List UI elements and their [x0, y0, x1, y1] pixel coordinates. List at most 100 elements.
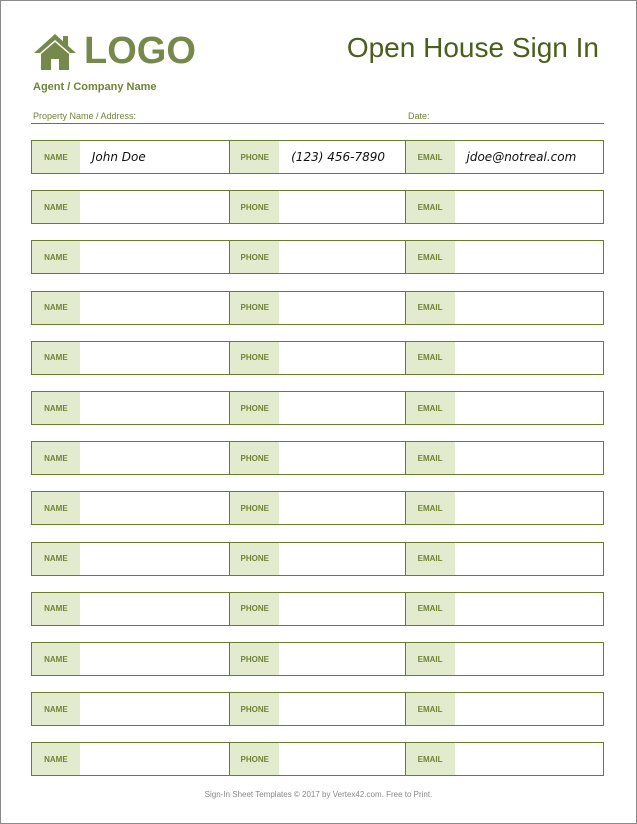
name-label: NAME [32, 592, 80, 625]
name-field[interactable] [79, 542, 230, 575]
email-label: EMAIL [404, 442, 455, 475]
sign-in-row: NAME PHONE EMAIL [31, 340, 604, 375]
email-label: EMAIL [404, 592, 455, 625]
name-field[interactable] [79, 592, 230, 625]
sign-in-row: NAME PHONE EMAIL [31, 541, 604, 576]
name-field[interactable] [79, 392, 230, 424]
email-label: EMAIL [404, 542, 455, 575]
sign-in-row: NAME PHONE EMAIL [31, 391, 604, 425]
email-field[interactable] [454, 392, 603, 424]
sign-in-row: NAME PHONE EMAIL [31, 591, 604, 626]
phone-label: PHONE [229, 592, 280, 625]
name-field[interactable] [79, 291, 230, 324]
sign-in-row: NAME John Doe PHONE (123) 456-7890 EMAIL jdoe… [31, 140, 604, 174]
email-field[interactable] [454, 442, 603, 475]
sign-in-row: NAME PHONE EMAIL [31, 240, 604, 275]
phone-field[interactable] [279, 542, 405, 575]
email-field[interactable] [454, 693, 603, 726]
email-label: EMAIL [404, 291, 455, 324]
email-label: EMAIL [404, 643, 455, 675]
phone-label: PHONE [229, 743, 280, 776]
name-label: NAME [32, 191, 80, 224]
email-label: EMAIL [404, 341, 455, 374]
phone-field[interactable] [279, 442, 405, 475]
name-field[interactable] [79, 442, 230, 475]
phone-label: PHONE [229, 542, 280, 575]
email-field[interactable] [454, 191, 603, 224]
email-field[interactable] [454, 592, 603, 625]
phone-field[interactable] [279, 693, 405, 726]
email-label: EMAIL [404, 392, 455, 424]
phone-field[interactable]: (123) 456-7890 [279, 141, 405, 173]
email-label: EMAIL [404, 141, 455, 173]
name-field[interactable] [79, 743, 230, 776]
phone-field[interactable] [279, 392, 405, 424]
email-label: EMAIL [404, 743, 455, 776]
phone-field[interactable] [279, 241, 405, 274]
footer: Sign-In Sheet Templates © 2017 by Vertex… [204, 790, 433, 799]
email-field[interactable] [454, 643, 603, 675]
name-field[interactable] [79, 492, 230, 525]
name-label: NAME [32, 693, 80, 726]
email-field[interactable] [454, 341, 603, 374]
phone-field[interactable] [279, 291, 405, 324]
email-field[interactable] [454, 291, 603, 324]
phone-label: PHONE [229, 191, 280, 224]
name-label: NAME [32, 643, 80, 675]
header-divider [31, 123, 604, 124]
name-field[interactable]: John Doe [79, 141, 230, 173]
email-label: EMAIL [404, 492, 455, 525]
logo: LOGO [32, 30, 196, 73]
name-field[interactable] [79, 191, 230, 224]
phone-field[interactable] [279, 743, 405, 776]
name-label: NAME [32, 241, 80, 274]
phone-field[interactable] [279, 643, 405, 675]
email-field[interactable] [454, 492, 603, 525]
sign-in-row: NAME PHONE EMAIL [31, 190, 604, 225]
name-field[interactable] [79, 241, 230, 274]
house-icon [34, 33, 76, 70]
sign-in-row: NAME PHONE EMAIL [31, 692, 604, 727]
phone-field[interactable] [279, 341, 405, 374]
phone-label: PHONE [229, 693, 280, 726]
agent-company-name: Agent / Company Name [33, 81, 157, 93]
date-label: Date: [408, 111, 430, 121]
phone-label: PHONE [229, 392, 280, 424]
phone-field[interactable] [279, 191, 405, 224]
email-label: EMAIL [404, 241, 455, 274]
phone-field[interactable] [279, 592, 405, 625]
phone-label: PHONE [229, 341, 280, 374]
logo-text: LOGO [84, 30, 196, 72]
name-field[interactable] [79, 643, 230, 675]
name-label: NAME [32, 442, 80, 475]
name-label: NAME [32, 392, 80, 424]
email-field[interactable]: jdoe@notreal.com [454, 141, 603, 173]
name-field[interactable] [79, 341, 230, 374]
name-label: NAME [32, 492, 80, 525]
sign-in-row: NAME PHONE EMAIL [31, 290, 604, 325]
name-label: NAME [32, 141, 80, 173]
name-label: NAME [32, 542, 80, 575]
name-label: NAME [32, 743, 80, 776]
email-label: EMAIL [404, 191, 455, 224]
phone-label: PHONE [229, 141, 280, 173]
page-title: Open House Sign In [346, 32, 599, 63]
phone-label: PHONE [229, 643, 280, 675]
name-label: NAME [32, 291, 80, 324]
name-field[interactable] [79, 693, 230, 726]
email-field[interactable] [454, 743, 603, 776]
sign-in-row: NAME PHONE EMAIL [31, 491, 604, 526]
phone-field[interactable] [279, 492, 405, 525]
name-label: NAME [32, 341, 80, 374]
email-field[interactable] [454, 542, 603, 575]
property-label: Property Name / Address: [33, 111, 137, 121]
sign-in-row: NAME PHONE EMAIL [31, 642, 604, 676]
sign-in-row: NAME PHONE EMAIL [31, 441, 604, 476]
email-label: EMAIL [404, 693, 455, 726]
phone-label: PHONE [229, 241, 280, 274]
phone-label: PHONE [229, 442, 280, 475]
phone-label: PHONE [229, 291, 280, 324]
email-field[interactable] [454, 241, 603, 274]
sign-in-row: NAME PHONE EMAIL [31, 742, 604, 777]
phone-label: PHONE [229, 492, 280, 525]
